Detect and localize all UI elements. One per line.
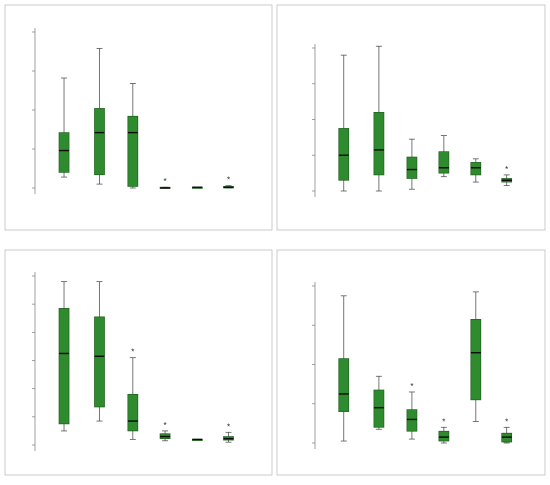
box-iqr — [438, 430, 450, 442]
box-iqr — [58, 132, 70, 173]
box-iqr — [94, 316, 105, 408]
box-sepsis — [191, 438, 203, 441]
box-iqr — [338, 358, 350, 412]
panel-frame — [4, 4, 273, 231]
box-iqr — [438, 151, 450, 174]
box-ivh-1 — [58, 281, 70, 432]
box-iqr — [127, 115, 139, 187]
box-ivh-2 — [94, 281, 105, 422]
box-controls: * — [223, 422, 234, 443]
box-hc: * — [159, 421, 171, 442]
box-hc — [438, 135, 450, 178]
panel-C: * — [276, 4, 546, 231]
box-hc: * — [438, 417, 450, 444]
box-iqr — [470, 162, 482, 176]
box-iqr — [338, 128, 350, 181]
box-ivh-3: * — [127, 348, 139, 440]
panel-E: * * * — [276, 249, 546, 476]
box-controls: * — [501, 165, 513, 187]
panel-frame — [276, 4, 546, 231]
box-ivh-3: * — [406, 382, 418, 440]
box-ivh-1 — [338, 54, 350, 192]
significance-star: * — [410, 382, 413, 391]
box-iqr — [406, 156, 418, 179]
significance-star: * — [227, 422, 230, 431]
box-iqr — [470, 319, 482, 401]
panel-frame — [276, 249, 546, 476]
box-iqr — [373, 111, 385, 176]
box-iqr — [406, 409, 418, 432]
panel-frame — [4, 249, 273, 476]
significance-star: * — [505, 165, 508, 174]
significance-star: * — [227, 176, 230, 185]
box-iqr — [373, 389, 385, 428]
box-hc: * — [159, 177, 171, 189]
significance-star: * — [505, 417, 508, 426]
panel-B: * * — [4, 4, 273, 231]
significance-star: * — [131, 348, 134, 357]
box-ivh-2 — [373, 45, 385, 192]
box-controls: * — [223, 176, 234, 189]
box-ivh-2 — [94, 47, 105, 185]
box-iqr — [94, 108, 105, 176]
box-iqr — [58, 308, 70, 425]
significance-star: * — [442, 417, 445, 426]
box-ivh-3 — [127, 83, 139, 189]
box-ivh-1 — [338, 295, 350, 442]
panel-D: * * * — [4, 249, 273, 476]
box-ivh-3 — [406, 138, 418, 190]
box-ivh-1 — [58, 77, 70, 178]
box-iqr — [127, 393, 139, 432]
box-controls: * — [501, 417, 513, 444]
box-sepsis — [470, 291, 482, 422]
box-sepsis — [470, 158, 482, 183]
significance-star: * — [164, 421, 167, 430]
box-sepsis — [191, 186, 203, 189]
significance-star: * — [164, 177, 167, 186]
box-ivh-2 — [373, 375, 385, 430]
